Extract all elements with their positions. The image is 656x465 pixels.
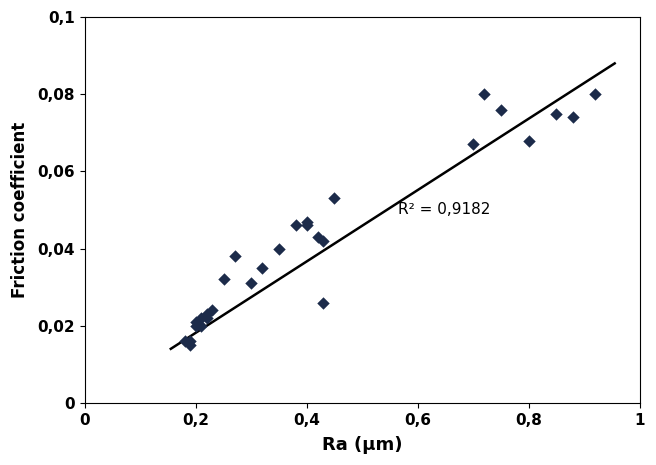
Point <box>329 195 340 202</box>
Point <box>246 279 256 287</box>
Point <box>468 141 478 148</box>
Point <box>318 237 329 245</box>
Y-axis label: Friction coefficient: Friction coefficient <box>11 122 29 298</box>
Point <box>302 218 312 225</box>
Point <box>185 341 195 349</box>
Point <box>302 222 312 229</box>
Point <box>190 318 201 325</box>
Point <box>201 314 212 322</box>
Point <box>312 233 323 241</box>
X-axis label: Ra (μm): Ra (μm) <box>322 436 403 454</box>
Point <box>180 338 190 345</box>
Point <box>196 314 207 322</box>
Point <box>274 245 284 252</box>
Point <box>590 91 600 98</box>
Point <box>479 91 489 98</box>
Point <box>230 252 240 260</box>
Text: R² = 0,9182: R² = 0,9182 <box>398 202 491 217</box>
Point <box>201 311 212 318</box>
Point <box>190 322 201 329</box>
Point <box>568 113 579 121</box>
Point <box>257 264 268 272</box>
Point <box>291 222 301 229</box>
Point <box>551 110 562 117</box>
Point <box>207 306 218 314</box>
Point <box>496 106 506 113</box>
Point <box>218 276 229 283</box>
Point <box>523 137 534 144</box>
Point <box>196 322 207 329</box>
Point <box>318 299 329 306</box>
Point <box>185 338 195 345</box>
